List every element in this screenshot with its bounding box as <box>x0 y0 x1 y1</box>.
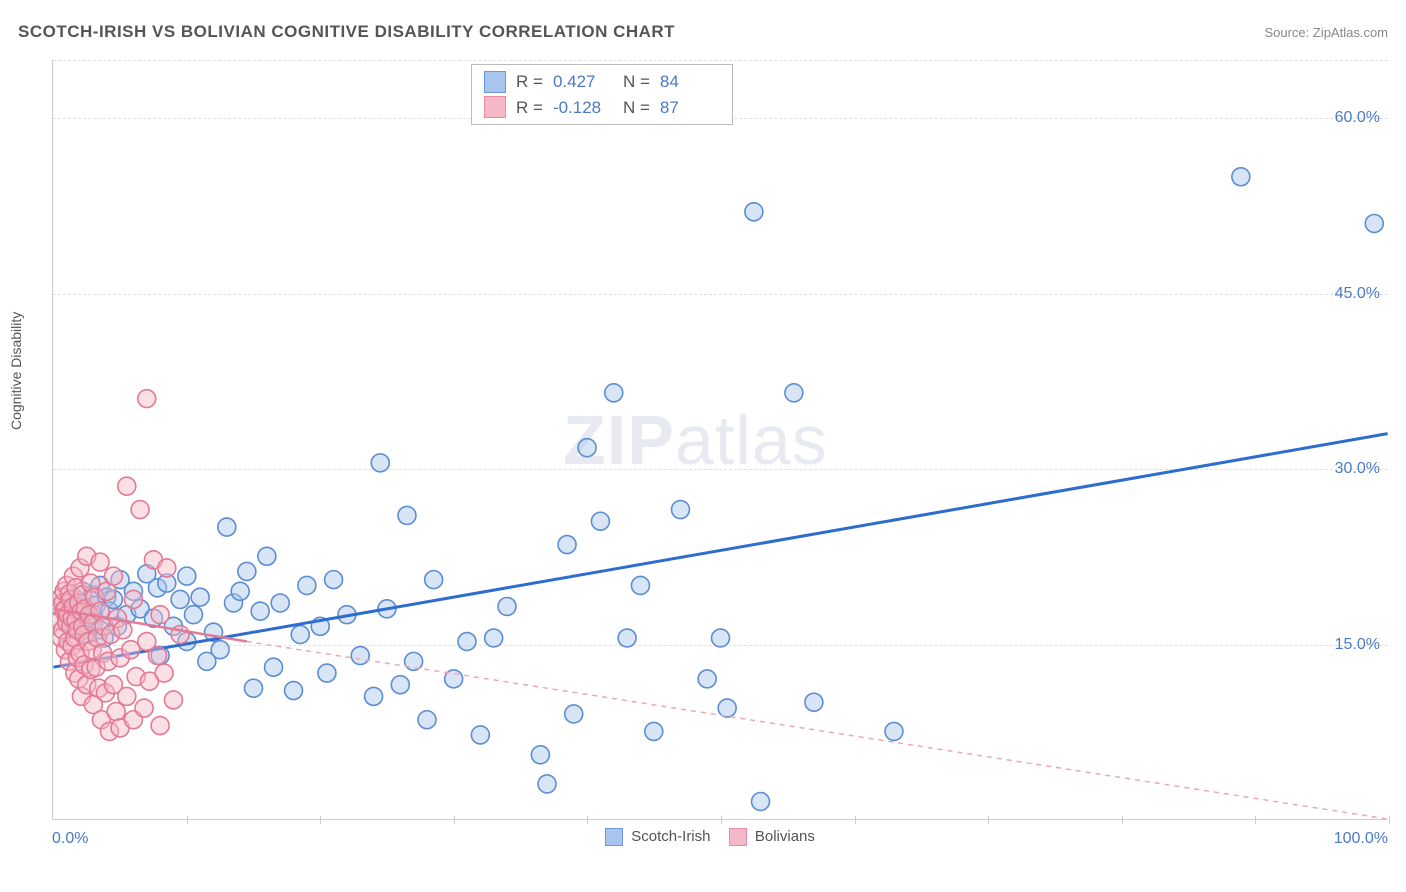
scatter-point <box>718 699 736 717</box>
scatter-point <box>258 547 276 565</box>
scatter-point <box>91 553 109 571</box>
scatter-point <box>118 477 136 495</box>
scatter-svg <box>53 60 1388 819</box>
legend-label-a: Scotch-Irish <box>631 828 710 845</box>
scatter-point <box>218 518 236 536</box>
scatter-point <box>618 629 636 647</box>
scatter-point <box>745 203 763 221</box>
scatter-point <box>1232 168 1250 186</box>
scatter-point <box>391 676 409 694</box>
scatter-point <box>171 590 189 608</box>
scatter-point <box>805 693 823 711</box>
n-label: N = <box>623 95 650 121</box>
scatter-point <box>245 679 263 697</box>
scatter-point <box>131 501 149 519</box>
chart-container: SCOTCH-IRISH VS BOLIVIAN COGNITIVE DISAB… <box>0 0 1406 892</box>
scatter-point <box>148 647 166 665</box>
scatter-point <box>118 687 136 705</box>
trend-line-ext <box>247 642 1388 819</box>
r-label: R = <box>516 69 543 95</box>
legend-swatch-a <box>605 828 623 846</box>
scatter-point <box>538 775 556 793</box>
scatter-point <box>107 703 125 721</box>
scatter-point <box>671 501 689 519</box>
scatter-point <box>698 670 716 688</box>
scatter-point <box>124 590 142 608</box>
x-tick <box>1389 816 1390 824</box>
scatter-point <box>104 567 122 585</box>
scatter-point <box>425 571 443 589</box>
scatter-point <box>178 567 196 585</box>
scatter-point <box>114 621 132 639</box>
scatter-point <box>158 559 176 577</box>
scatter-point <box>164 691 182 709</box>
scatter-point <box>238 562 256 580</box>
y-axis-label: Cognitive Disability <box>8 312 24 430</box>
stats-row-series-b: R = -0.128 N = 87 <box>484 95 720 121</box>
r-label: R = <box>516 95 543 121</box>
scatter-point <box>498 597 516 615</box>
scatter-point <box>184 606 202 624</box>
scatter-point <box>458 633 476 651</box>
source-attribution: Source: ZipAtlas.com <box>1264 25 1388 40</box>
scatter-point <box>151 606 169 624</box>
correlation-stats-box: R = 0.427 N = 84 R = -0.128 N = 87 <box>471 64 733 125</box>
scatter-point <box>418 711 436 729</box>
scatter-point <box>565 705 583 723</box>
legend-swatch-b <box>729 828 747 846</box>
scatter-point <box>405 652 423 670</box>
plot-area: ZIPatlas R = 0.427 N = 84 R = -0.128 N =… <box>52 60 1388 820</box>
scatter-point <box>398 506 416 524</box>
scatter-point <box>251 602 269 620</box>
scatter-point <box>885 722 903 740</box>
scatter-point <box>471 726 489 744</box>
scatter-point <box>591 512 609 530</box>
scatter-point <box>365 687 383 705</box>
scatter-point <box>785 384 803 402</box>
scatter-point <box>271 594 289 612</box>
stats-row-series-a: R = 0.427 N = 84 <box>484 69 720 95</box>
r-value: -0.128 <box>553 95 613 121</box>
scatter-point <box>1365 214 1383 232</box>
title-bar: SCOTCH-IRISH VS BOLIVIAN COGNITIVE DISAB… <box>18 18 1388 46</box>
scatter-point <box>211 641 229 659</box>
scatter-point <box>151 717 169 735</box>
scatter-point <box>291 626 309 644</box>
stats-swatch-b <box>484 96 506 118</box>
chart-title: SCOTCH-IRISH VS BOLIVIAN COGNITIVE DISAB… <box>18 22 675 42</box>
n-value: 87 <box>660 95 720 121</box>
scatter-point <box>298 576 316 594</box>
scatter-point <box>231 582 249 600</box>
scatter-point <box>135 699 153 717</box>
legend-label-b: Bolivians <box>755 828 815 845</box>
scatter-point <box>371 454 389 472</box>
scatter-point <box>325 571 343 589</box>
scatter-point <box>578 439 596 457</box>
scatter-point <box>605 384 623 402</box>
scatter-point <box>285 682 303 700</box>
r-value: 0.427 <box>553 69 613 95</box>
scatter-point <box>318 664 336 682</box>
scatter-point <box>191 588 209 606</box>
n-label: N = <box>623 69 650 95</box>
scatter-point <box>631 576 649 594</box>
n-value: 84 <box>660 69 720 95</box>
scatter-point <box>558 536 576 554</box>
stats-swatch-a <box>484 71 506 93</box>
scatter-point <box>752 792 770 810</box>
scatter-point <box>265 658 283 676</box>
scatter-point <box>645 722 663 740</box>
scatter-point <box>712 629 730 647</box>
scatter-point <box>351 647 369 665</box>
scatter-point <box>122 641 140 659</box>
scatter-point <box>531 746 549 764</box>
bottom-legend: Scotch-Irish Bolivians <box>0 828 1406 846</box>
scatter-point <box>138 390 156 408</box>
scatter-point <box>155 664 173 682</box>
scatter-point <box>485 629 503 647</box>
